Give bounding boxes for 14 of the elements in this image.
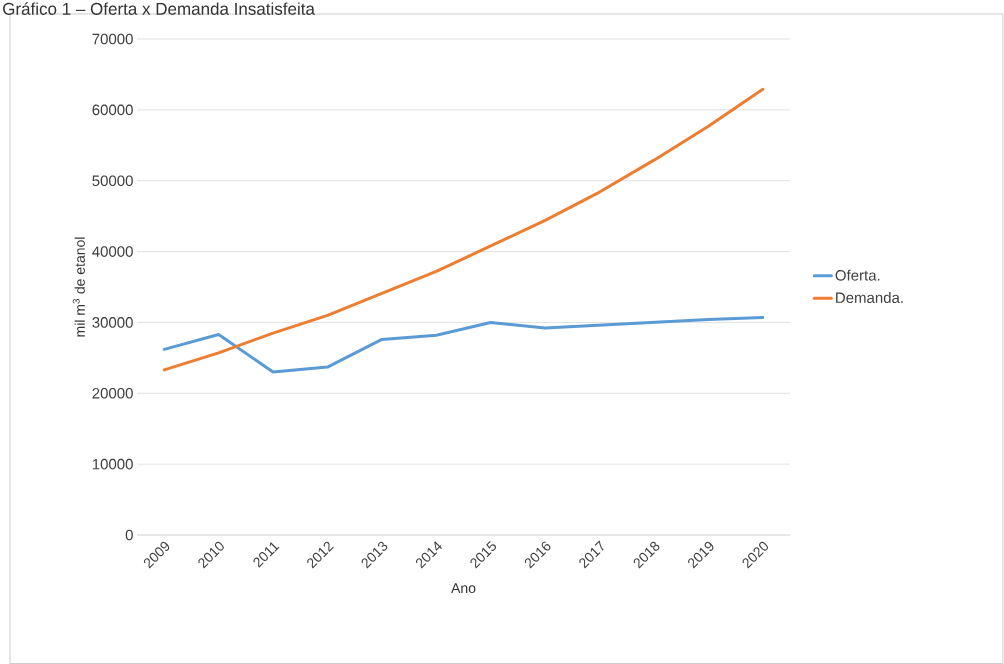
y-tick-label: 10000 — [92, 458, 133, 470]
line-series — [162, 87, 765, 372]
legend-label: Demanda. — [836, 292, 903, 304]
x-axis-title: Ano — [451, 583, 476, 594]
y-tick-label: 30000 — [92, 317, 133, 328]
y-tick-label: 0 — [125, 529, 133, 541]
y-axis-title: mil m$^{3}$ de etanol — [72, 237, 85, 337]
legend-label: Oferta. — [835, 269, 880, 281]
y-tick-label: 50000 — [92, 175, 133, 187]
y-tick-label: 20000 — [92, 387, 133, 399]
y-tick-label: 70000 — [92, 33, 133, 45]
y-tick-label: 60000 — [92, 104, 133, 116]
y-tick-label: 40000 — [92, 246, 133, 257]
chart-title: Gráfico 1 – Oferta x Demanda Insatisfeita — [3, 2, 315, 15]
